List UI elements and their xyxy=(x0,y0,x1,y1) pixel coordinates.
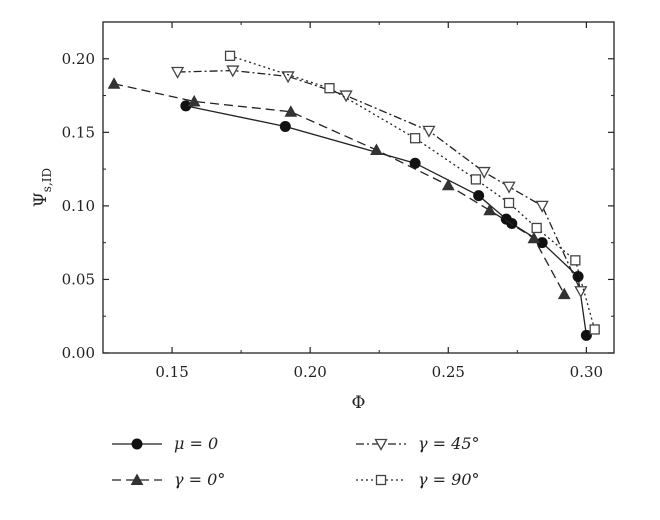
data-point xyxy=(502,181,516,194)
series-line xyxy=(229,55,596,330)
data-point xyxy=(281,71,295,84)
data-point xyxy=(339,90,353,103)
legend-item: γ = 45° xyxy=(356,434,480,453)
data-point xyxy=(477,166,491,179)
data-point xyxy=(187,94,201,107)
y-tick-label: 0.20 xyxy=(62,50,95,68)
data-point xyxy=(580,329,592,341)
plot-frame xyxy=(102,21,615,354)
data-point xyxy=(535,200,549,213)
data-point xyxy=(224,50,236,61)
legend-label: γ = 90° xyxy=(418,470,480,489)
data-point xyxy=(284,105,298,117)
x-axis-title: Φ xyxy=(352,393,366,413)
data-point xyxy=(527,231,541,244)
series-4 xyxy=(224,50,600,335)
x-tick-label: 0.15 xyxy=(155,363,188,381)
data-point xyxy=(483,203,497,216)
data-point xyxy=(324,83,335,94)
series-line xyxy=(185,105,588,336)
legend-item: γ = 90° xyxy=(356,470,480,489)
data-point xyxy=(473,190,485,202)
data-point xyxy=(370,143,383,155)
y-tick-label: 0.15 xyxy=(62,123,95,141)
data-point xyxy=(470,174,482,185)
data-point xyxy=(531,222,542,234)
data-point xyxy=(589,324,600,335)
y-tick-label: 0.05 xyxy=(62,270,95,288)
series-line xyxy=(113,83,565,295)
legend-item: μ = 0 xyxy=(112,434,218,453)
data-point xyxy=(503,197,515,209)
y-tick-label: 0.10 xyxy=(62,197,95,215)
data-point xyxy=(170,66,185,79)
data-point xyxy=(422,125,436,138)
series-line xyxy=(177,69,582,292)
legend-marker xyxy=(130,473,144,485)
legend: μ = 0 γ = 0° γ = 45° γ = 90° xyxy=(112,434,480,489)
series-1 xyxy=(180,100,592,341)
legend-label: μ = 0 xyxy=(174,434,218,453)
data-point xyxy=(279,120,291,132)
legend-label: γ = 45° xyxy=(418,434,480,453)
y-axis-title: Ψs,ID xyxy=(31,168,54,207)
y-axis-title-subscript: s,ID xyxy=(40,168,54,192)
series-3 xyxy=(170,65,588,299)
legend-item: γ = 0° xyxy=(112,470,225,489)
y-tick-label: 0.00 xyxy=(62,344,95,362)
data-point xyxy=(572,271,584,283)
legend-label: γ = 0° xyxy=(174,470,225,489)
x-tick-label: 0.25 xyxy=(432,363,465,381)
data-point xyxy=(226,65,240,78)
data-point xyxy=(557,287,571,300)
series-2 xyxy=(107,77,571,300)
x-tick-label: 0.30 xyxy=(570,363,603,381)
data-point xyxy=(441,178,455,191)
legend-marker xyxy=(131,438,143,450)
y-axis-title-main: Ψ xyxy=(31,192,51,207)
data-point xyxy=(107,77,121,89)
legend-marker xyxy=(374,438,388,451)
data-point xyxy=(409,133,421,144)
x-tick-label: 0.20 xyxy=(293,363,326,381)
data-point xyxy=(570,255,581,266)
data-point xyxy=(409,157,421,169)
y-axis-title-group: Ψs,ID xyxy=(31,168,54,207)
legend-marker xyxy=(375,474,387,486)
